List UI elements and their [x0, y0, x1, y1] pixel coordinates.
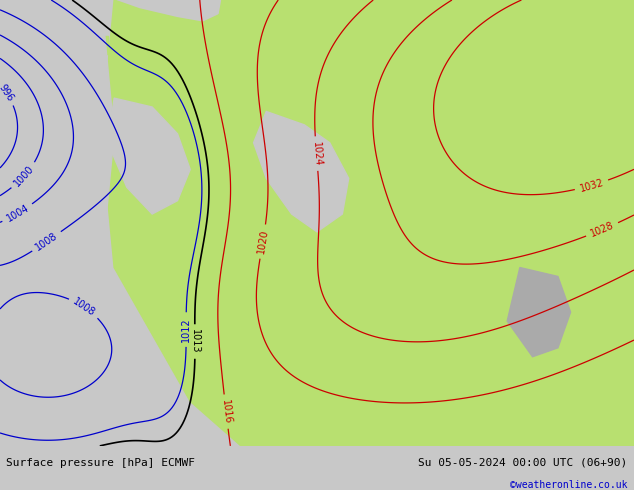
Text: 1012: 1012 [181, 317, 191, 342]
Polygon shape [101, 0, 634, 446]
Text: 1013: 1013 [190, 329, 200, 354]
Text: 1008: 1008 [71, 296, 97, 318]
Text: 1008: 1008 [34, 230, 60, 252]
Polygon shape [203, 0, 330, 170]
Polygon shape [330, 0, 431, 143]
Text: Su 05-05-2024 00:00 UTC (06+90): Su 05-05-2024 00:00 UTC (06+90) [418, 458, 628, 467]
Text: 1024: 1024 [311, 141, 322, 166]
Polygon shape [19, 67, 76, 178]
Text: 1020: 1020 [256, 229, 269, 254]
Polygon shape [254, 112, 349, 232]
Polygon shape [507, 268, 571, 357]
Polygon shape [0, 102, 32, 170]
Polygon shape [89, 36, 108, 53]
Text: 1028: 1028 [589, 220, 616, 239]
Polygon shape [456, 0, 634, 201]
Text: 1032: 1032 [578, 177, 605, 194]
Polygon shape [70, 76, 82, 89]
Polygon shape [0, 0, 114, 446]
Text: Surface pressure [hPa] ECMWF: Surface pressure [hPa] ECMWF [6, 458, 195, 467]
Polygon shape [108, 98, 190, 214]
Text: 996: 996 [0, 83, 16, 103]
Text: 1004: 1004 [4, 203, 30, 224]
Polygon shape [51, 125, 63, 134]
Text: 1000: 1000 [12, 164, 36, 188]
Text: 1016: 1016 [220, 399, 233, 424]
Text: ©weatheronline.co.uk: ©weatheronline.co.uk [510, 480, 628, 490]
